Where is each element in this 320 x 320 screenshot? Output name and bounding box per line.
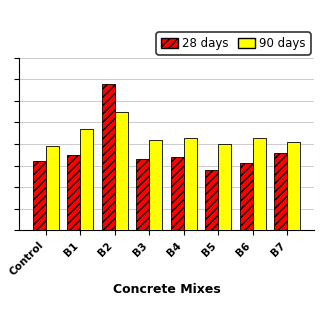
- Bar: [218, 144, 231, 230]
- Bar: [274, 153, 287, 230]
- Bar: [33, 161, 46, 230]
- Bar: [136, 159, 149, 230]
- Bar: [205, 170, 218, 230]
- Bar: [287, 142, 300, 230]
- Bar: [115, 112, 128, 230]
- Legend: 28 days, 90 days: 28 days, 90 days: [156, 32, 311, 55]
- Bar: [80, 129, 93, 230]
- Bar: [67, 155, 80, 230]
- Bar: [184, 138, 197, 230]
- Bar: [46, 146, 59, 230]
- Bar: [171, 157, 184, 230]
- X-axis label: Concrete Mixes: Concrete Mixes: [113, 283, 220, 296]
- Bar: [252, 138, 266, 230]
- Bar: [149, 140, 162, 230]
- Bar: [239, 164, 252, 230]
- Bar: [101, 84, 115, 230]
